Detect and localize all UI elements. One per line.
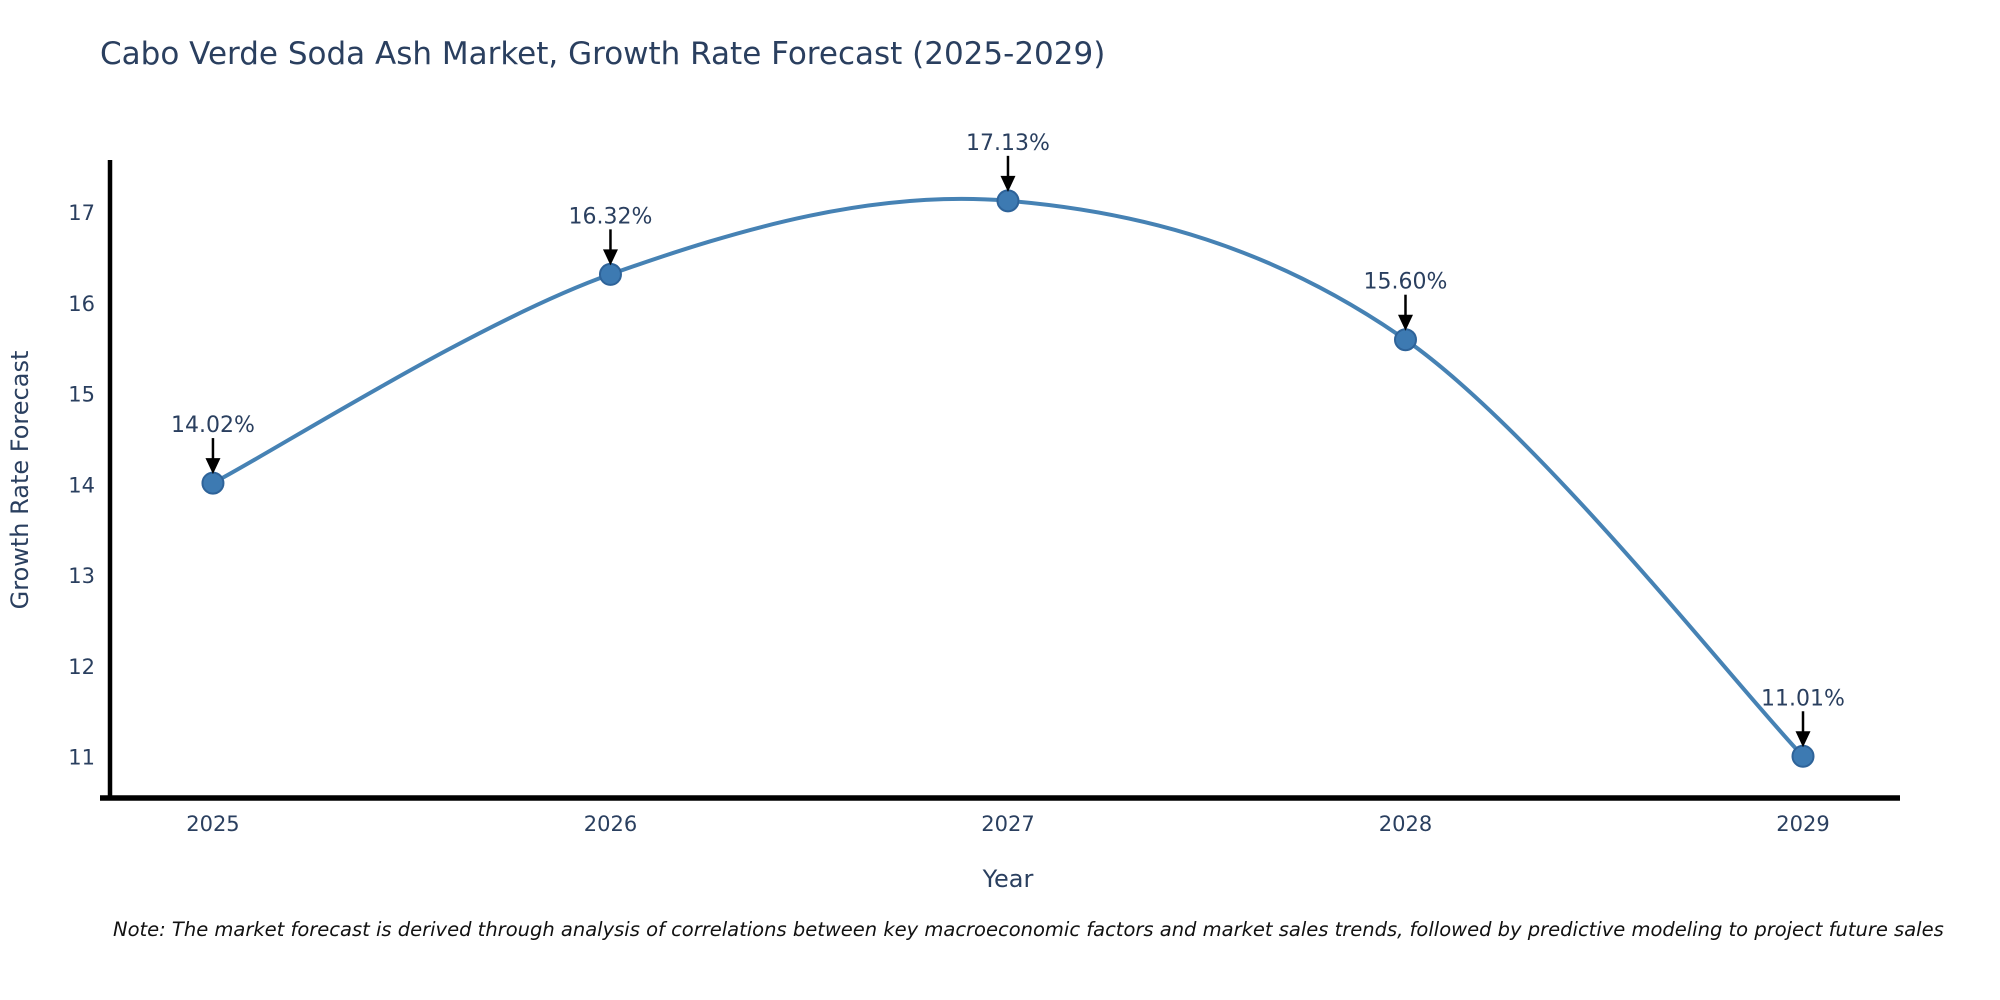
data-point-marker <box>1393 328 1417 352</box>
chart-footnote: Note: The market forecast is derived thr… <box>113 918 1944 941</box>
data-point-label: 14.02% <box>171 413 255 438</box>
data-point-label: 16.32% <box>569 204 653 229</box>
x-tick-label: 2028 <box>1379 812 1432 836</box>
x-tick-label: 2025 <box>186 812 239 836</box>
y-tick-label: 15 <box>68 383 95 407</box>
x-tick-label: 2026 <box>584 812 637 836</box>
data-point-marker <box>996 189 1020 213</box>
annotation-arrowhead <box>1000 175 1016 192</box>
data-point-label: 17.13% <box>966 131 1050 156</box>
y-tick-label: 16 <box>68 292 95 316</box>
data-point-marker <box>598 262 622 286</box>
data-point-label: 15.60% <box>1364 270 1448 295</box>
y-tick-label: 14 <box>68 473 95 497</box>
x-axis-title: Year <box>982 865 1034 893</box>
x-tick-label: 2027 <box>981 812 1034 836</box>
annotation-arrowhead <box>1795 731 1811 748</box>
annotation-arrowhead <box>602 249 618 266</box>
y-axis-title: Growth Rate Forecast <box>6 351 34 610</box>
annotation-arrowhead <box>205 458 221 475</box>
y-tick-label: 17 <box>68 201 95 225</box>
y-tick-label: 12 <box>68 655 95 679</box>
y-tick-label: 11 <box>68 746 95 770</box>
y-tick-label: 13 <box>68 564 95 588</box>
data-point-marker <box>1791 744 1815 768</box>
data-point-label: 11.01% <box>1761 686 1845 711</box>
x-tick-label: 2029 <box>1776 812 1829 836</box>
data-point-marker <box>201 471 225 495</box>
annotation-arrowhead <box>1397 314 1413 331</box>
chart-title: Cabo Verde Soda Ash Market, Growth Rate … <box>100 36 1106 72</box>
forecast-line <box>210 196 1805 759</box>
